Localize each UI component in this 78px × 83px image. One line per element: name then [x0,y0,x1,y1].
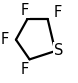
Text: F: F [21,62,29,77]
Text: S: S [54,43,63,58]
Text: F: F [53,5,62,20]
Text: F: F [21,3,29,18]
Text: F: F [0,32,9,47]
